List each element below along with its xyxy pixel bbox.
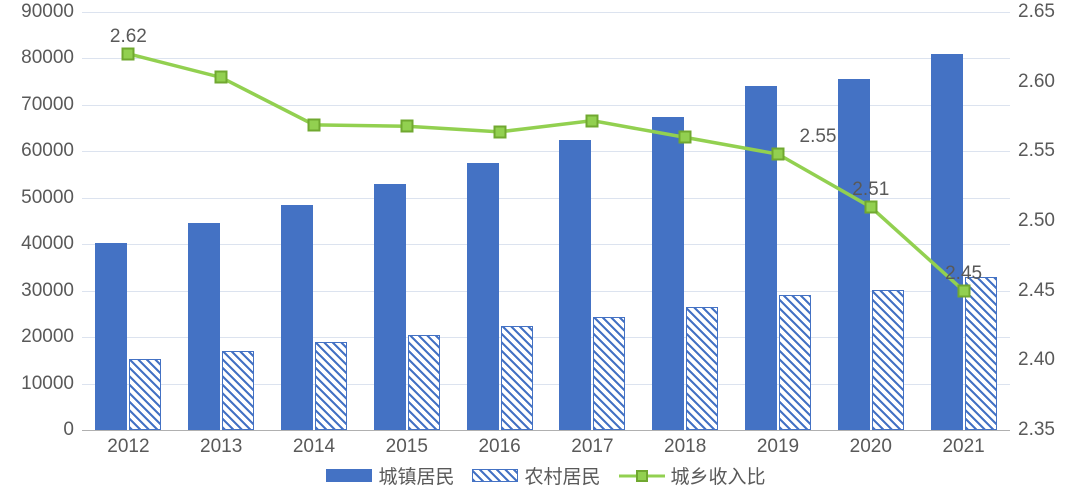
y-right-tick-label: 2.45	[1018, 280, 1055, 302]
legend-item: 城乡收入比	[619, 462, 766, 489]
legend-label: 城乡收入比	[671, 462, 766, 489]
legend: 城镇居民 农村居民 城乡收入比	[82, 462, 1010, 489]
y-right-tick-label: 2.55	[1018, 140, 1055, 162]
line-marker	[957, 284, 970, 297]
chart-root: 2.62 2.51 2.45 2.55 城镇居民 农村居民 城乡收入比 0 10000 200…	[0, 0, 1080, 501]
x-tick-label: 2021	[942, 436, 984, 458]
x-tick-label: 2020	[850, 436, 892, 458]
data-label: 2.51	[852, 179, 889, 201]
y-left-tick-label: 50000	[21, 187, 74, 209]
y-left-tick-label: 10000	[21, 373, 74, 395]
data-label: 2.45	[945, 263, 982, 285]
x-tick-label: 2017	[571, 436, 613, 458]
line-marker	[772, 148, 785, 161]
x-tick-label: 2012	[107, 436, 149, 458]
line-marker	[679, 131, 692, 144]
y-left-tick-label: 0	[63, 419, 74, 441]
y-right-tick-label: 2.65	[1018, 1, 1055, 23]
y-right-tick-label: 2.50	[1018, 210, 1055, 232]
legend-item: 城镇居民	[326, 462, 454, 489]
y-right-tick-label: 2.40	[1018, 349, 1055, 371]
line-marker	[400, 120, 413, 133]
x-tick-label: 2016	[478, 436, 520, 458]
data-label: 2.55	[800, 126, 837, 148]
y-left-tick-label: 80000	[21, 47, 74, 69]
plot-area: 2.62 2.51 2.45 2.55	[82, 12, 1010, 431]
y-right-tick-label: 2.60	[1018, 71, 1055, 93]
line-marker	[308, 118, 321, 131]
x-tick-label: 2018	[664, 436, 706, 458]
y-left-tick-label: 20000	[21, 326, 74, 348]
x-tick-label: 2014	[293, 436, 335, 458]
line-marker	[493, 125, 506, 138]
legend-swatch-hatch	[472, 469, 518, 482]
legend-label: 农村居民	[524, 462, 600, 489]
x-tick-label: 2019	[757, 436, 799, 458]
line-marker	[122, 47, 135, 60]
legend-swatch-solid	[326, 469, 372, 482]
line-marker	[215, 71, 228, 84]
legend-item: 农村居民	[472, 462, 600, 489]
y-right-tick-label: 2.35	[1018, 419, 1055, 441]
y-left-tick-label: 30000	[21, 280, 74, 302]
legend-swatch-line	[619, 469, 665, 483]
line-marker	[864, 201, 877, 214]
y-left-tick-label: 90000	[21, 1, 74, 23]
legend-label: 城镇居民	[378, 462, 454, 489]
y-left-tick-label: 40000	[21, 233, 74, 255]
data-label: 2.62	[110, 26, 147, 48]
x-tick-label: 2015	[386, 436, 428, 458]
y-left-tick-label: 70000	[21, 94, 74, 116]
x-tick-label: 2013	[200, 436, 242, 458]
y-left-tick-label: 60000	[21, 140, 74, 162]
line-marker	[586, 114, 599, 127]
